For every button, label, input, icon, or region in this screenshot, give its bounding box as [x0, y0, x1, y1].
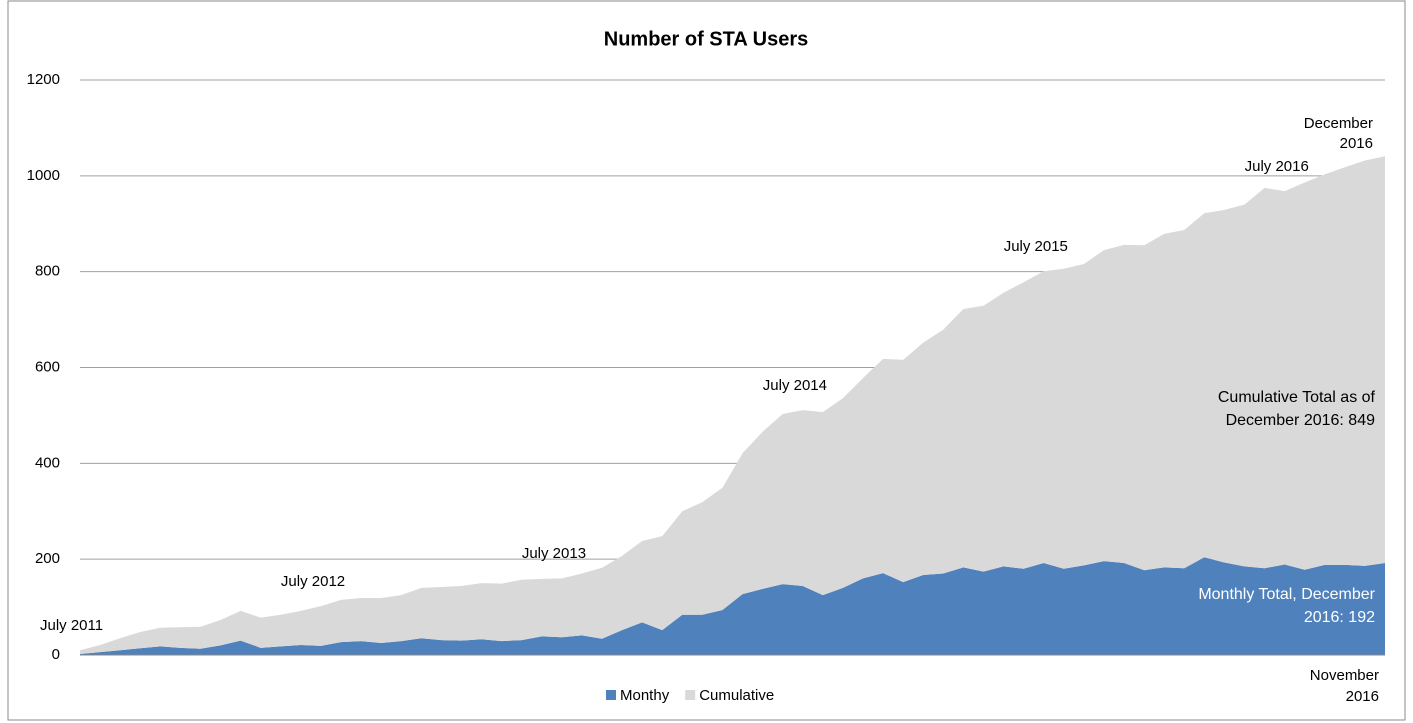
annotation: Cumulative Total as of December 2016: 84… [1217, 389, 1375, 429]
category-label: July 2012 [280, 573, 346, 591]
category-label: July 2013 [521, 545, 587, 563]
annotation: November 2016 [1309, 667, 1379, 705]
category-label: July 2015 [1003, 238, 1068, 256]
legend-swatch [685, 690, 696, 700]
chart-title: Number of STA Users [604, 28, 808, 50]
y-tick-label: 1000 [27, 167, 60, 184]
annotation: Monthly Total, December 2016: 192 [1198, 586, 1375, 626]
category-label: July 2014 [762, 377, 827, 395]
y-tick-label: 200 [35, 550, 60, 567]
y-tick-label: 400 [35, 454, 60, 471]
legend-label: Cumulative [699, 687, 774, 704]
category-label: December 2016 [1303, 115, 1373, 153]
y-tick-label: 800 [35, 263, 60, 280]
legend-label: Monthy [620, 687, 670, 704]
y-tick-label: 1200 [27, 71, 60, 88]
area [80, 557, 1385, 655]
legend-swatch [606, 690, 616, 700]
category-label: July 2011 [40, 617, 104, 635]
area [80, 156, 1385, 655]
y-tick-label: 600 [35, 358, 60, 375]
y-tick-label: 0 [52, 646, 60, 663]
category-label: July 2016 [1244, 158, 1309, 176]
